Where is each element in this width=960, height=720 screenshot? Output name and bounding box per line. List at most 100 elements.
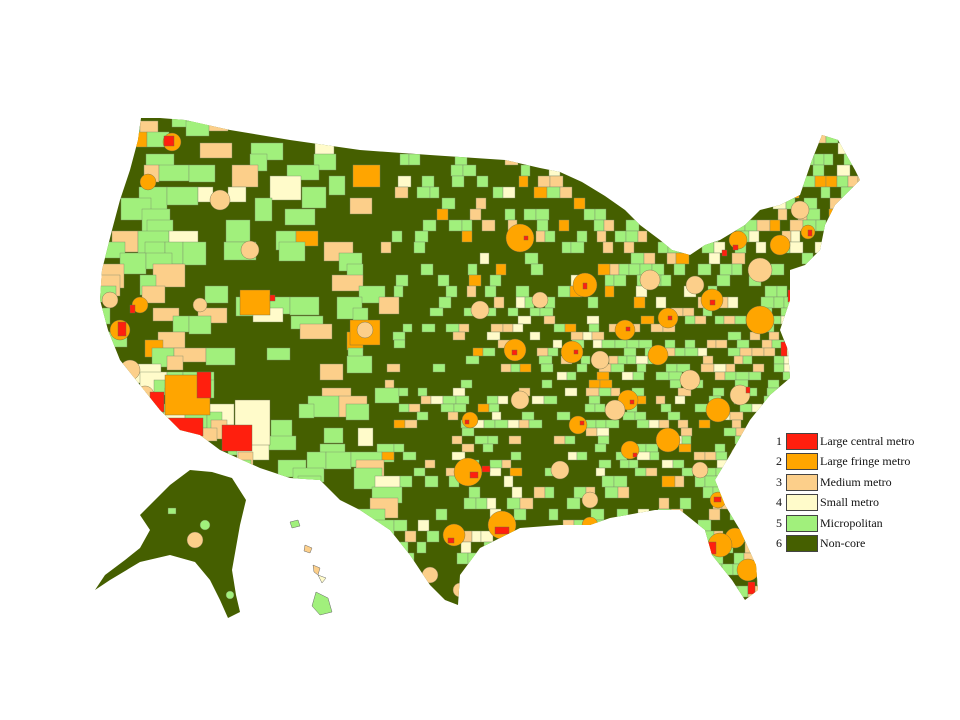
county-cell: [840, 186, 854, 199]
county-cell: [750, 519, 764, 532]
county-cell: [515, 285, 530, 298]
county-cell: [799, 379, 810, 389]
county-cell: [543, 395, 558, 405]
county-cell: [399, 153, 410, 166]
county-cell: [269, 175, 302, 201]
legend: 1 Large central metro 2 Large fringe met…: [772, 432, 942, 554]
county-cell: [618, 263, 630, 276]
county-cell: [845, 219, 858, 232]
county-cell: [503, 142, 515, 155]
metro-patch: [129, 304, 136, 314]
county-cell: [668, 153, 681, 166]
metro-patch: [709, 299, 716, 306]
county-cell: [570, 331, 584, 341]
county-cell: [132, 596, 163, 605]
county-cell: [868, 324, 881, 332]
county-cell: [393, 519, 408, 532]
county-cell: [561, 241, 572, 254]
county-cell: [817, 419, 828, 429]
county-cell: [804, 563, 815, 576]
county-cell: [525, 574, 539, 587]
metro-patch: [186, 531, 204, 549]
county-cell: [747, 131, 760, 144]
county-cell: [486, 395, 499, 405]
county-cell: [658, 497, 670, 510]
county-cell: [504, 153, 519, 166]
county-cell: [667, 608, 678, 619]
county-cell: [150, 459, 181, 478]
metro-patch: [356, 321, 374, 339]
county-cell: [544, 230, 556, 243]
county-cell: [397, 541, 409, 554]
county-cell: [829, 285, 843, 298]
county-cell: [416, 411, 429, 421]
metro-patch: [713, 496, 722, 503]
county-cell: [232, 552, 260, 572]
county-cell: [710, 596, 721, 605]
county-cell: [139, 451, 162, 472]
metro-patch: [721, 249, 728, 257]
county-cell: [575, 552, 587, 565]
county-cell: [482, 118, 495, 122]
county-cell: [643, 252, 656, 265]
county-cell: [832, 395, 845, 405]
county-cell: [616, 508, 629, 521]
county-cell: [844, 120, 855, 133]
county-cell: [564, 435, 576, 445]
county-cell: [862, 143, 872, 154]
county-cell: [634, 467, 647, 477]
county-cell: [395, 274, 409, 287]
legend-swatch: [786, 473, 818, 491]
county-cell: [595, 419, 607, 429]
county-cell: [820, 186, 831, 199]
legend-number: 3: [776, 474, 782, 489]
county-cell: [823, 120, 836, 133]
county-cell: [417, 387, 428, 397]
county-cell: [772, 197, 787, 210]
county-cell: [117, 486, 148, 507]
county-cell: [481, 219, 496, 232]
county-cell: [756, 574, 767, 587]
county-cell: [773, 363, 785, 373]
county-cell: [696, 186, 707, 199]
county-cell: [603, 585, 614, 598]
county-cell: [545, 131, 558, 144]
county-cell: [736, 443, 751, 453]
legend-label: Small metro: [820, 495, 879, 510]
county-cell: [164, 574, 198, 592]
county-cell: [533, 186, 548, 199]
county-cell: [795, 118, 809, 122]
county-cell: [741, 118, 755, 122]
county-cell: [573, 519, 585, 532]
county-cell: [393, 419, 406, 429]
county-cell: [710, 164, 722, 177]
county-cell: [508, 435, 522, 445]
county-cell: [764, 596, 775, 605]
county-cell: [416, 541, 427, 554]
county-cell: [100, 519, 117, 545]
county-cell: [835, 411, 846, 421]
county-cell: [652, 120, 667, 133]
county-cell: [731, 252, 746, 265]
county-cell: [142, 563, 166, 582]
county-cell: [795, 403, 806, 413]
county-cell: [856, 219, 860, 232]
county-cell: [867, 396, 876, 404]
county-cell: [748, 230, 760, 243]
county-cell: [793, 411, 805, 421]
county-cell: [558, 219, 570, 232]
county-cell: [645, 467, 658, 477]
metro-patch: [192, 297, 208, 313]
county-cell: [769, 219, 781, 232]
metro-patch: [691, 461, 709, 479]
county-cell: [755, 241, 767, 254]
county-cell: [833, 379, 845, 389]
county-cell: [706, 208, 719, 221]
county-cell: [502, 186, 516, 199]
county-cell: [610, 363, 625, 373]
county-cell: [463, 497, 477, 510]
county-cell: [799, 131, 814, 144]
county-cell: [538, 355, 553, 365]
county-cell: [100, 153, 124, 175]
county-cell: [725, 363, 736, 373]
